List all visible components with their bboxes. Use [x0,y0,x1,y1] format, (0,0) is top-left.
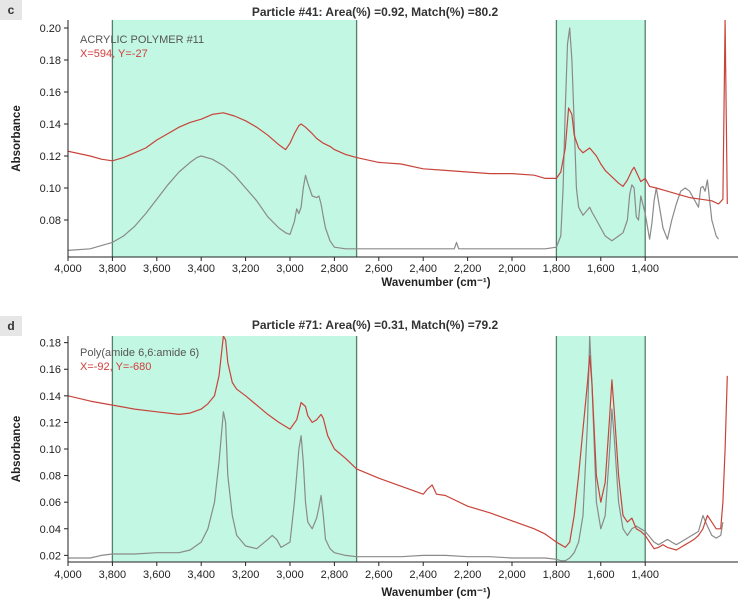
panel-c-x-tick-label: 3,400 [187,263,215,275]
panel-d-y-tick-label: 0.16 [40,364,61,376]
panel-c-legend-sample: X=594, Y=-27 [80,48,148,60]
panel-c-x-tick-label: 3,000 [276,263,304,275]
panel-c-y-tick-label: 0.18 [40,55,61,67]
panel-c-legend: ACRYLIC POLYMER #11 X=594, Y=-27 [80,33,204,61]
panel-c-x-tick-label: 1,600 [587,263,615,275]
panel-d-x-tick-label: 3,200 [232,569,260,581]
panel-d-legend: Poly(amide 6,6:amide 6) X=-92, Y=-680 [80,346,199,374]
panel-d-title: Particle #71: Area(%) =0.31, Match(%) =7… [251,318,499,332]
panel-c-y-tick-label: 0.08 [40,215,61,227]
panel-d-y-tick-label: 0.06 [40,497,61,509]
panel-c-chart: 0.08 0.10 0.12 0.14 0.16 0.18 0.20 4,000 3,800 3,… [11,20,738,289]
panel-d-x-tick-label: 2,000 [498,569,526,581]
panel-d-x-tick-label: 2,200 [454,569,482,581]
panel-d-x-tick-label: 3,800 [99,569,127,581]
panel-c-x-tick-label: 2,400 [409,263,437,275]
panel-c-x-tick-label: 3,200 [232,263,260,275]
panel-c-x-tick-label: 1,400 [631,263,659,275]
panel-d-x-tick-label: 2,800 [321,569,349,581]
panel-d-y-tick-label: 0.02 [40,550,61,562]
panel-d-label: d [0,316,22,336]
panel-d-y-tick-label: 0.04 [40,524,61,536]
panel-d-x-tick-label: 3,000 [276,569,304,581]
panel-d-x-tick-label: 2,400 [409,569,437,581]
panel-d-x-tick-label: 4,000 [54,569,82,581]
panel-d-reference-line [68,336,724,562]
panel-c-x-tick-label: 3,600 [143,263,171,275]
panel-d-x-tick-label: 3,600 [143,569,171,581]
panel-c-x-tick-label: 4,000 [54,263,82,275]
panel-c-y-tick-label: 0.10 [40,183,61,195]
panel-c-y-tick-label: 0.16 [40,87,61,99]
panel-c-y-tick-label: 0.20 [40,23,61,35]
panel-d-x-tick-label: 1,800 [543,569,571,581]
panel-c-x-tick-label: 2,000 [498,263,526,275]
panel-d-series-group [68,336,728,562]
panel-d-x-tick-label: 1,600 [587,569,615,581]
panel-c-series-group [68,20,728,251]
panel-d-x-tick-label: 3,400 [187,569,215,581]
panel-d-y-axis-label: Absorbance [11,416,23,482]
panel-d-y-tick-label: 0.14 [40,391,61,403]
panel-d-y-tick-label: 0.12 [40,417,61,429]
panel-d-legend-reference: Poly(amide 6,6:amide 6) [80,347,200,359]
panel-c-highlight-region-2 [556,20,646,257]
panel-c-sample-line [68,20,728,205]
panel-c-y-axis-label: Absorbance [11,105,23,171]
panel-d-sample-line [68,336,728,551]
panel-c-x-tick-label: 3,800 [99,263,127,275]
panel-d-y-tick-label: 0.10 [40,444,61,456]
panel-c-x-tick-label: 1,800 [543,263,571,275]
panel-c-x-tick-label: 2,200 [454,263,482,275]
panel-d-y-tick-label: 0.18 [40,338,61,350]
panel-c-y-tick-label: 0.14 [40,119,61,131]
panel-d-x-tick-label: 1,400 [631,569,659,581]
panel-d-x-axis-label: Wavenumber (cm⁻¹) [381,587,490,599]
panel-d-highlight-region-2 [556,336,646,562]
panel-d-chart: 0.02 0.04 0.06 0.08 0.10 0.12 0.14 0.16 0.18 4,00… [11,336,738,599]
panel-d-x-tick-label: 2,600 [365,569,393,581]
panel-c-reference-line [68,27,719,251]
panel-c-legend-reference: ACRYLIC POLYMER #11 [80,34,205,46]
panel-c-x-axis-label: Wavenumber (cm⁻¹) [381,277,490,289]
panel-c-y-tick-label: 0.12 [40,151,61,163]
panel-c-x-tick-label: 2,800 [321,263,349,275]
panel-d-legend-sample: X=-92, Y=-680 [80,361,152,373]
panel-c-label: c [0,0,22,20]
panel-d-y-tick-label: 0.08 [40,471,61,483]
panel-c-title: Particle #41: Area(%) =0.92, Match(%) =8… [251,5,499,19]
panel-c-x-tick-label: 2,600 [365,263,393,275]
